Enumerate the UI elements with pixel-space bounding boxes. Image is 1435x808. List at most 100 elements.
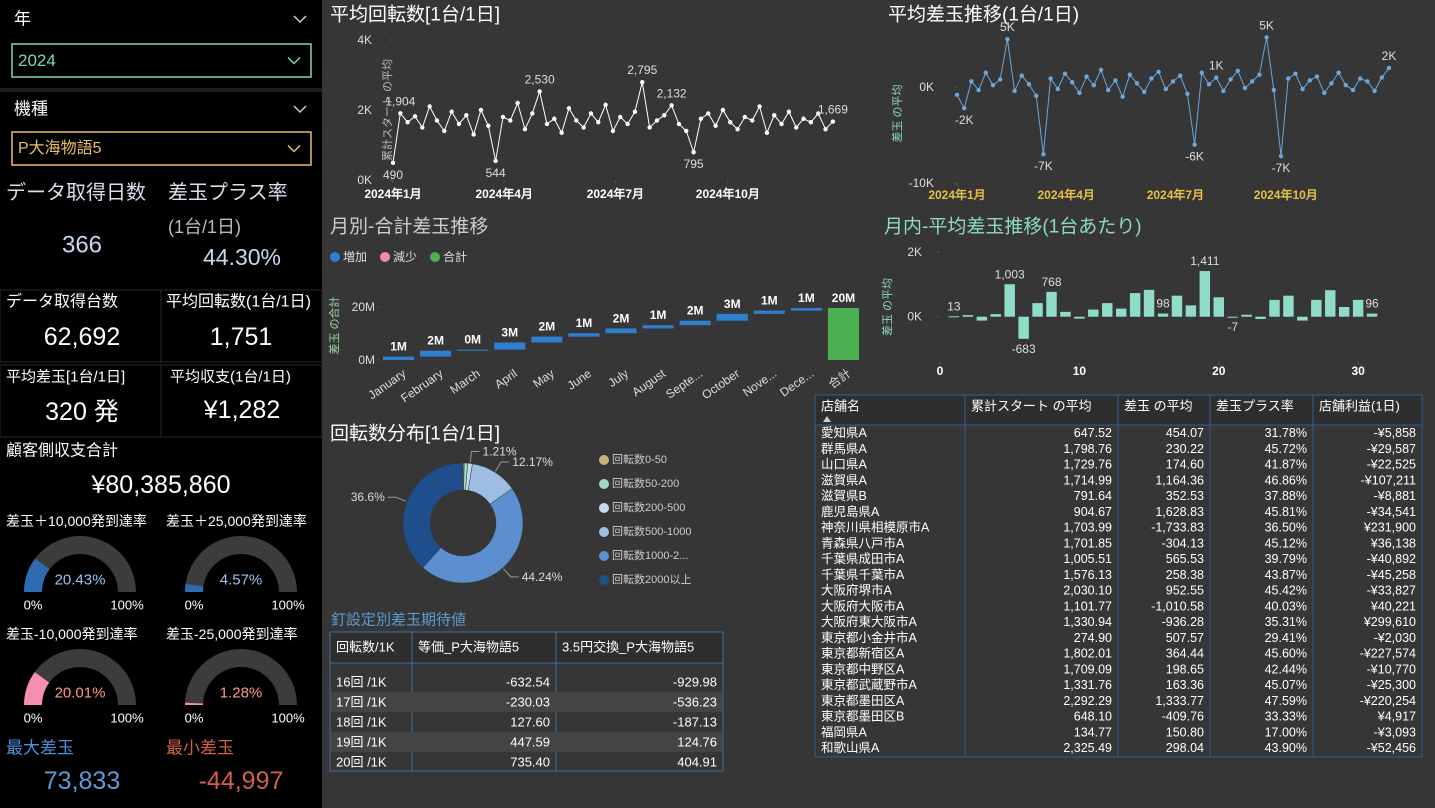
table-cell: 43.87% — [1265, 568, 1307, 582]
table-cell: -¥22,525 — [1367, 458, 1416, 472]
data-label: -683 — [1012, 342, 1036, 356]
point — [1026, 82, 1032, 87]
point — [405, 120, 410, 125]
table-cell: 大阪府東大阪市A — [821, 614, 918, 629]
table-cell: 20回 /1K — [336, 755, 387, 770]
dropdown[interactable] — [11, 43, 312, 78]
table-header-cell[interactable]: 累計スタート の平均 — [971, 399, 1092, 414]
table-cell: 千葉県成田市A — [821, 551, 905, 566]
legend-swatch — [599, 527, 609, 537]
y-tick-label: 4K — [357, 33, 372, 47]
point — [779, 121, 784, 127]
table-row-band — [331, 732, 722, 752]
table-cell: -1,010.58 — [1151, 599, 1204, 613]
table-cell: 1,709.09 — [1063, 662, 1112, 676]
data-label: 20M — [832, 291, 855, 305]
table-cell: 2,030.10 — [1063, 584, 1112, 598]
bar — [494, 342, 526, 350]
legend-label: 回転数1000-2... — [612, 549, 688, 562]
table-cell: 16回 /1K — [336, 675, 387, 690]
table-cell: 43.90% — [1265, 741, 1307, 755]
table-header-cell[interactable]: 差玉プラス率 — [1216, 399, 1294, 414]
point — [486, 123, 491, 128]
point — [750, 118, 755, 123]
sort-icon — [823, 416, 831, 422]
data-label: 544 — [486, 166, 506, 180]
gauge-value-label: 1.28% — [220, 685, 263, 702]
table-cell: 山口県A — [821, 458, 868, 472]
bar — [1283, 295, 1294, 317]
table-cell: -¥33,827 — [1367, 584, 1416, 598]
data-label: -6K — [1185, 150, 1204, 164]
gauge-tick-label: 100% — [110, 598, 144, 613]
table-cell: -409.76 — [1162, 710, 1204, 724]
point — [574, 118, 579, 123]
bar — [420, 350, 452, 357]
y-axis-title: 累計スタート の平均 — [380, 59, 394, 161]
legend-swatch — [599, 479, 609, 489]
table-cell: -¥8,881 — [1374, 489, 1416, 503]
table-cell: 352.53 — [1166, 489, 1204, 503]
bar — [1255, 316, 1266, 319]
table-cell: 1,333.77 — [1155, 694, 1204, 708]
point — [1228, 77, 1233, 82]
dropdown-value[interactable]: 2024 — [18, 51, 56, 70]
legend-label: 合計 — [443, 249, 467, 264]
point — [1142, 89, 1147, 95]
table-cell: 1,101.77 — [1063, 599, 1112, 613]
card-value: ¥80,385,860 — [90, 471, 230, 499]
bar — [948, 316, 960, 318]
y-tick-label: 0K — [357, 173, 372, 187]
point — [1106, 87, 1111, 93]
point — [1314, 74, 1320, 79]
point — [1041, 152, 1046, 157]
bar — [1157, 313, 1169, 317]
gauge-tick-label: 0% — [185, 598, 204, 613]
y-tick-label: 0K — [919, 80, 934, 94]
bar — [1060, 311, 1071, 317]
point — [794, 125, 799, 130]
table-cell: -¥107,211 — [1361, 473, 1416, 487]
table-header-cell[interactable]: 差玉 の平均 — [1124, 399, 1193, 414]
table-cell: 18回 /1K — [336, 715, 387, 730]
card-value: 366 — [62, 232, 102, 259]
chevron-icon — [293, 105, 307, 114]
point — [728, 120, 733, 125]
data-label: 2M — [427, 334, 444, 348]
table-cell: 735.40 — [510, 755, 550, 770]
table-cell: 滋賀県A — [821, 472, 868, 487]
table-cell: 46.86% — [1265, 473, 1307, 487]
bar — [1004, 284, 1015, 317]
table-header-cell[interactable]: 店舗名 — [821, 399, 860, 414]
point — [618, 114, 623, 120]
table-cell: 1,005.51 — [1063, 552, 1112, 566]
x-tick-label: 2024年7月 — [1147, 187, 1204, 202]
table-cell: 647.52 — [1074, 426, 1112, 440]
table-cell: 1,331.76 — [1063, 678, 1112, 692]
point — [969, 79, 974, 84]
dropdown[interactable] — [11, 131, 312, 166]
chart-title: 月内-平均差玉推移(1台あたり) — [884, 216, 1142, 238]
gauge-tick-label: 100% — [271, 598, 305, 613]
x-tick-label: 2024年10月 — [696, 186, 760, 201]
y-tick-label: 2K — [357, 103, 372, 117]
bar — [1143, 289, 1155, 317]
dropdown-value[interactable]: P大海物語5 — [18, 139, 102, 157]
data-label: 0M — [464, 333, 481, 347]
data-label: 5K — [1000, 20, 1015, 34]
data-label: 2,530 — [525, 72, 555, 86]
table-cell: -¥34,541 — [1367, 505, 1416, 519]
point — [1178, 73, 1183, 78]
table-cell: -¥227,574 — [1360, 647, 1416, 661]
gauge-tick-label: 0% — [24, 711, 43, 726]
table-cell: 大阪府大阪市A — [821, 598, 905, 613]
point — [456, 121, 462, 127]
table-cell: 791.64 — [1074, 489, 1112, 503]
table-cell: 39.79% — [1265, 552, 1307, 566]
point — [1091, 83, 1097, 88]
legend-label: 減少 — [393, 249, 417, 264]
table-cell: 群馬県A — [821, 442, 868, 456]
point — [1365, 79, 1370, 84]
table-header-cell[interactable]: 店舗利益(1日) — [1319, 399, 1400, 414]
